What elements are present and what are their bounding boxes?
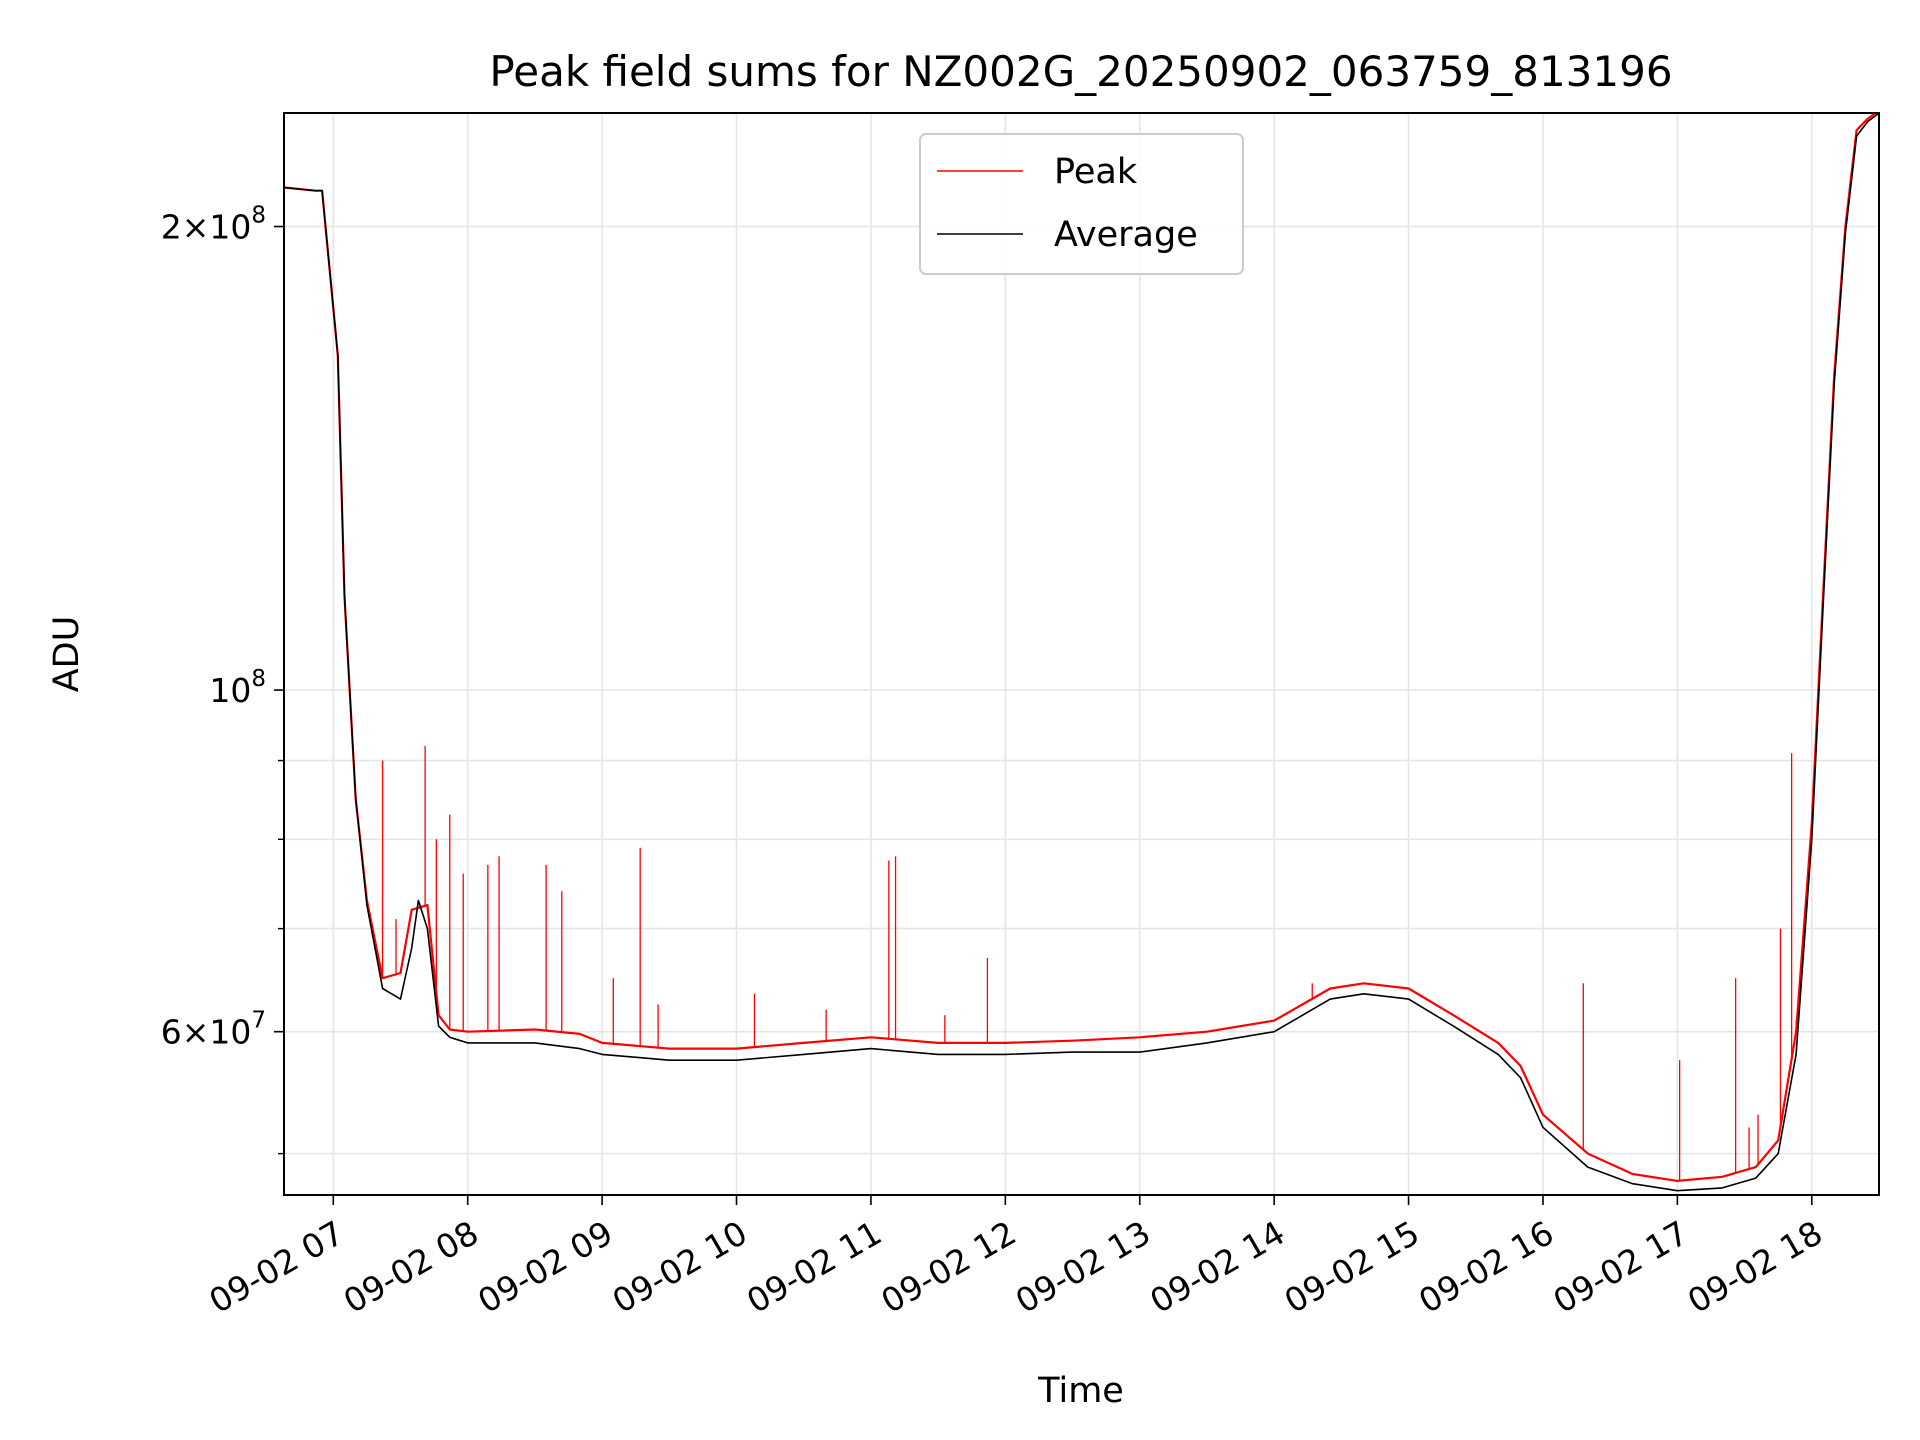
y-tick-base: 6×10: [161, 1013, 252, 1052]
series-line-average: [284, 113, 1879, 1192]
plot-frame: [283, 112, 1880, 1196]
grid: [284, 113, 1879, 1195]
y-tick-label: 6×107: [161, 1008, 266, 1052]
x-axis-title: Time: [1037, 1371, 1124, 1411]
y-tick-exponent: 8: [251, 203, 266, 229]
y-tick-base: 10: [209, 671, 251, 710]
legend-box: [919, 133, 1244, 275]
y-tick-exponent: 7: [251, 1008, 266, 1034]
chart-title: Peak field sums for NZ002G_20250902_0637…: [489, 47, 1672, 96]
series-line-peak: [284, 113, 1878, 1182]
legend-label-average: Average: [1054, 215, 1198, 255]
legend-label-peak: Peak: [1054, 152, 1138, 192]
y-tick-label: 108: [209, 666, 266, 710]
y-tick-label: 2×108: [161, 203, 266, 247]
legend: Peak Average: [919, 133, 1244, 275]
y-tick-base: 2×10: [161, 208, 252, 247]
plot-data: [284, 113, 1879, 1192]
y-tick-exponent: 8: [251, 666, 266, 692]
y-axis-title: ADU: [47, 616, 87, 693]
